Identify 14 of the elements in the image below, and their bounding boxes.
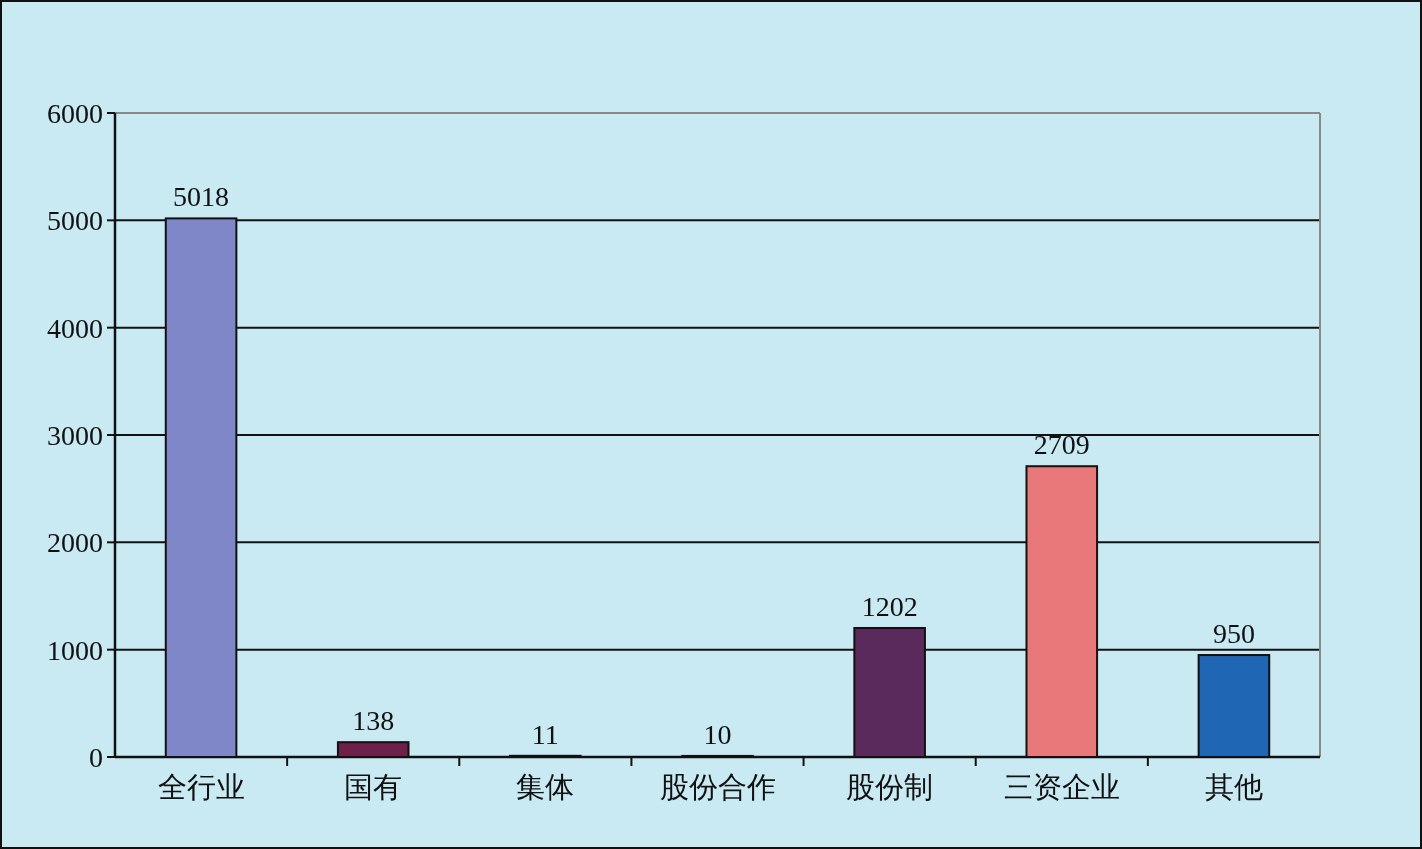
y-tick-label: 0 — [89, 742, 103, 773]
y-tick-label: 4000 — [47, 312, 103, 344]
x-tick-label: 股份制 — [846, 771, 934, 803]
y-tick-label: 1000 — [47, 634, 103, 666]
x-tick-label: 国有 — [344, 771, 403, 803]
x-tick-label: 三资企业 — [1003, 771, 1120, 803]
y-tick-label: 3000 — [47, 420, 103, 451]
x-tick-label: 其他 — [1204, 771, 1263, 803]
y-tick-label: 6000 — [47, 98, 103, 129]
x-tick-label: 全行业 — [157, 771, 245, 803]
x-tick-label: 集体 — [516, 771, 575, 803]
y-tick-label: 5000 — [47, 205, 103, 237]
x-tick-label: 股份合作 — [659, 771, 776, 803]
y-tick-label: 2000 — [47, 527, 103, 559]
